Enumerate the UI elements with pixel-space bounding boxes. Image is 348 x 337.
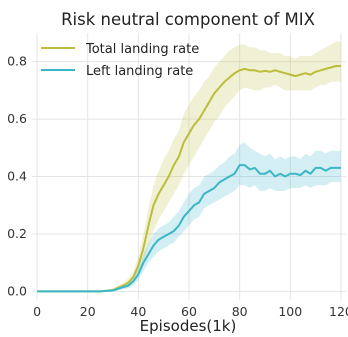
legend: Total landing rate Left landing rate bbox=[41, 42, 199, 79]
y-tick-label: 0.4 bbox=[7, 169, 27, 184]
x-tick-label: 20 bbox=[80, 304, 96, 319]
series-lines bbox=[37, 65, 341, 293]
x-tick-label: 60 bbox=[181, 304, 197, 319]
legend-label-left: Left landing rate bbox=[86, 64, 193, 79]
y-tick-label: 0.8 bbox=[7, 54, 27, 69]
y-tick-label: 0.6 bbox=[7, 111, 27, 126]
y-tick-label: 0.0 bbox=[7, 283, 27, 298]
x-tick-label: 100 bbox=[278, 304, 302, 319]
x-tick-label: 0 bbox=[33, 304, 41, 319]
axis-ticks: 0 20 40 60 80 100 120 0.0 0.2 0.4 0.6 0.8 bbox=[7, 54, 348, 319]
series-band-0 bbox=[37, 41, 341, 292]
x-axis-label: Episodes(1k) bbox=[140, 317, 237, 335]
x-tick-label: 120 bbox=[329, 304, 348, 319]
chart-title: Risk neutral component of MIX bbox=[61, 10, 315, 29]
y-tick-label: 0.2 bbox=[7, 226, 27, 241]
confidence-bands bbox=[37, 41, 341, 292]
x-tick-label: 80 bbox=[232, 304, 248, 319]
series-line-1 bbox=[37, 164, 341, 293]
x-tick-label: 40 bbox=[130, 304, 146, 319]
legend-label-total: Total landing rate bbox=[85, 42, 199, 57]
series-band-1 bbox=[37, 142, 341, 292]
series-line-0 bbox=[37, 65, 341, 293]
